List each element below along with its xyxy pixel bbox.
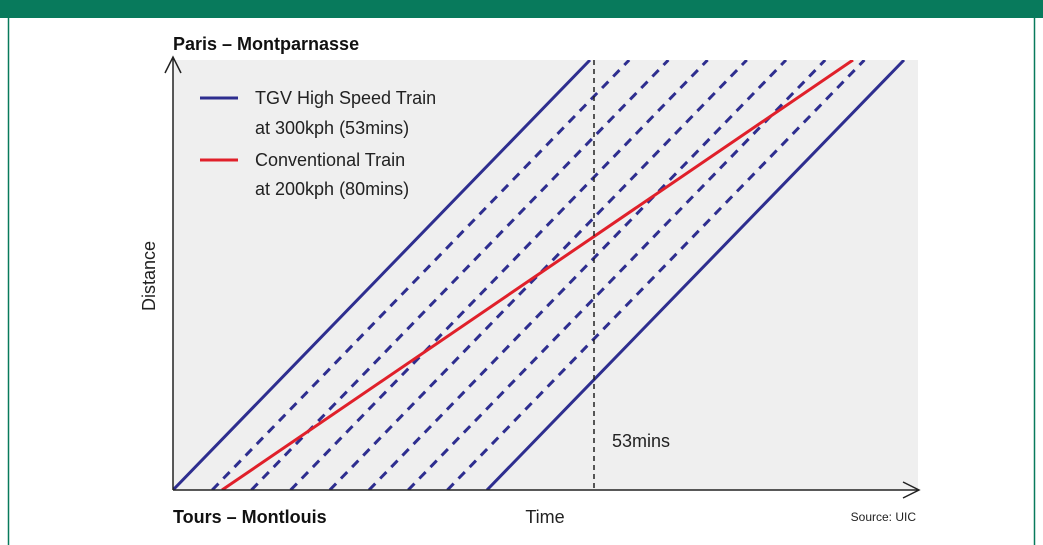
tgv-path-dashed	[407, 60, 827, 490]
tgv-path-dashed	[367, 60, 788, 490]
train-paths	[173, 60, 906, 490]
legend-text: Conventional Train	[255, 150, 405, 170]
header-bar	[0, 0, 1043, 18]
marker-label: 53mins	[612, 431, 670, 451]
y-axis-arrow	[164, 55, 182, 74]
tgv-path-dashed	[211, 60, 631, 490]
x-axis-label: Time	[525, 507, 564, 527]
tgv-path-dashed	[446, 60, 866, 490]
origin-label: Paris – Montparnasse	[173, 34, 359, 54]
tgv-path-dashed	[289, 60, 709, 490]
source: Source: UIC	[851, 510, 917, 524]
tgv-path-dashed	[328, 60, 748, 490]
legend-text: at 200kph (80mins)	[255, 179, 409, 199]
destination-label: Tours – Montlouis	[173, 507, 327, 527]
x-axis-arrow	[902, 481, 921, 499]
y-axis-label: Distance	[139, 241, 159, 311]
legend-text: TGV High Speed Train	[255, 88, 436, 108]
conventional-path	[221, 60, 854, 490]
tgv-path	[485, 60, 906, 490]
tgv-path	[173, 60, 592, 490]
legend-text: at 300kph (53mins)	[255, 118, 409, 138]
tgv-path-dashed	[250, 60, 670, 490]
